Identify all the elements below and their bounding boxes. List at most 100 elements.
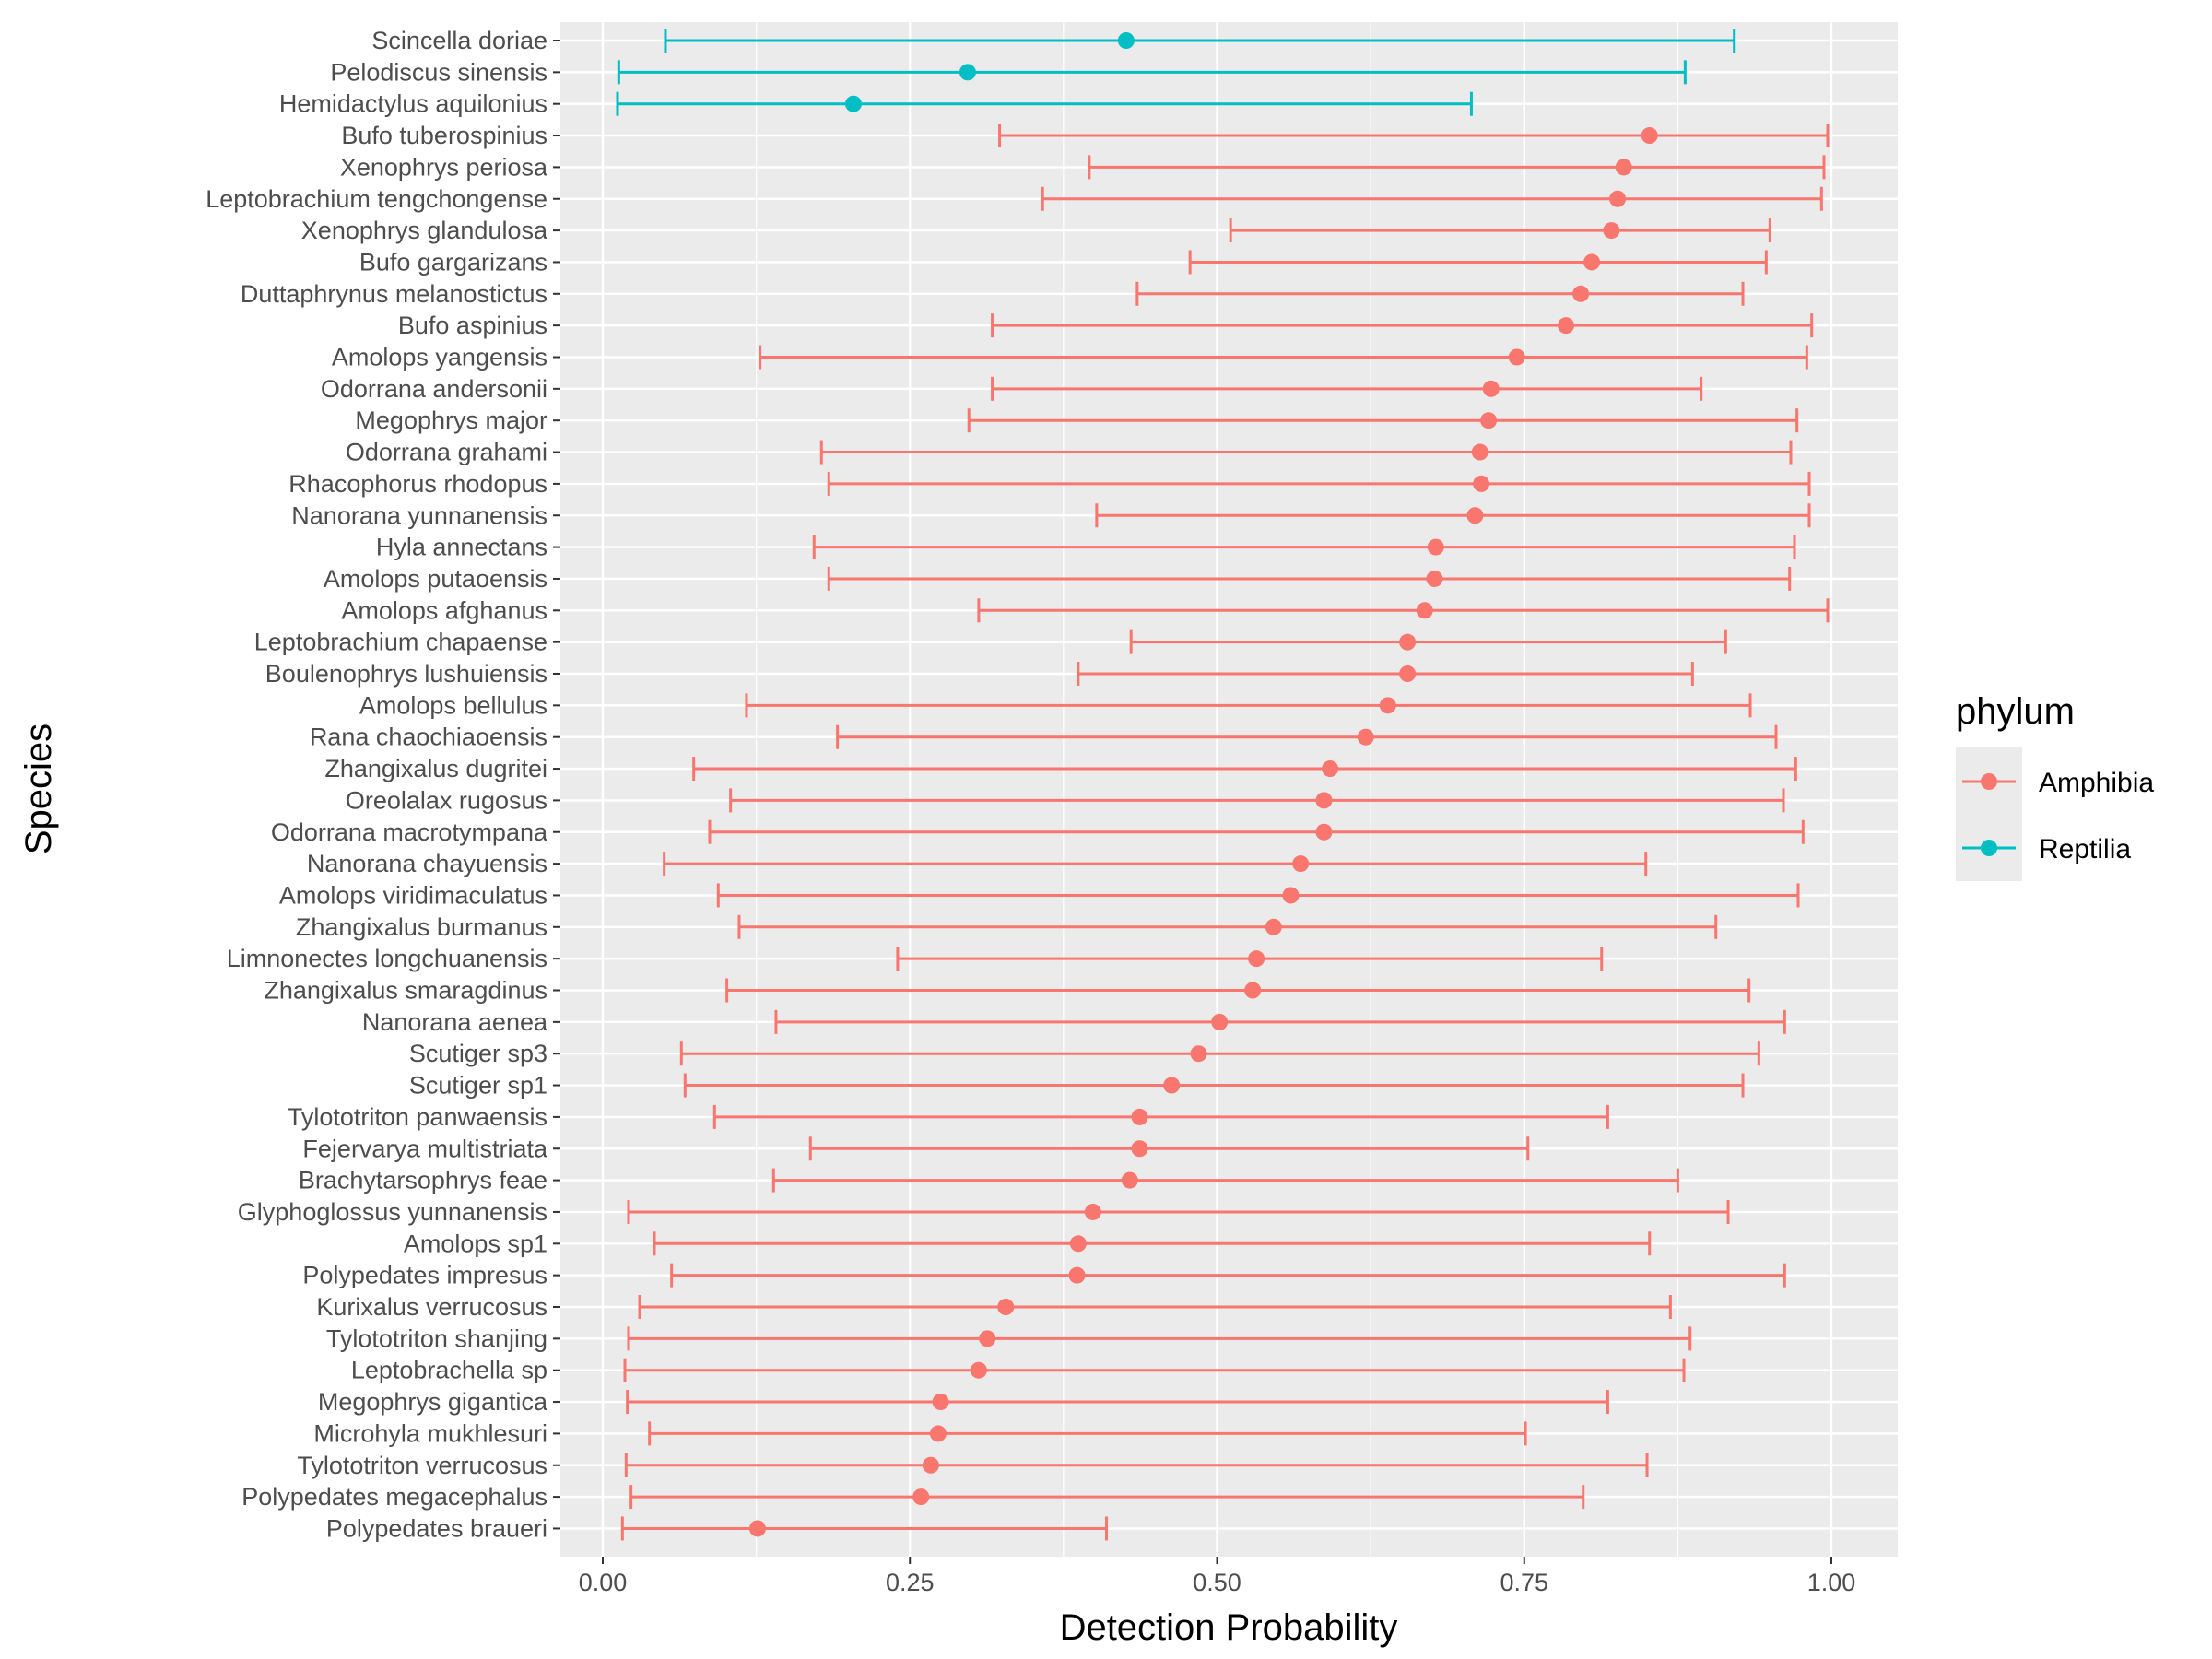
estimate-point xyxy=(1508,348,1525,366)
error-bar xyxy=(745,693,1752,718)
error-bar xyxy=(827,471,1811,496)
legend-key-point xyxy=(1981,773,1997,790)
x-axis-ticks: 0.00 0.25 0.50 0.75 1.00 xyxy=(579,1557,1856,1596)
estimate-point xyxy=(1473,475,1490,492)
estimate-point xyxy=(979,1330,996,1347)
error-bar xyxy=(998,124,1830,148)
error-bar xyxy=(812,535,1796,559)
error-bar xyxy=(617,60,1687,85)
legend-label: Reptilia xyxy=(2039,834,2131,865)
y-tick-label: Nanorana yunnanensis xyxy=(291,501,547,529)
estimate-point xyxy=(929,1425,947,1442)
x-tick-label: 1.00 xyxy=(1807,1569,1856,1596)
y-tick-label: Kurixalus verrucosus xyxy=(316,1293,547,1321)
y-tick-label: Duttaphrynus melanostictus xyxy=(241,280,547,308)
error-bar xyxy=(1129,629,1727,654)
y-tick-label: Brachytarsophrys feae xyxy=(299,1167,547,1194)
x-tick-label: 0.00 xyxy=(579,1569,628,1596)
y-tick-label: Bufo aspinius xyxy=(398,312,547,339)
y-tick-label: Nanorana chayuensis xyxy=(307,850,547,877)
estimate-point xyxy=(1482,380,1500,397)
estimate-point xyxy=(1163,1077,1181,1094)
legend-label: Amphibia xyxy=(2039,768,2154,798)
error-bar xyxy=(670,1263,1786,1288)
error-bar xyxy=(708,819,1805,844)
estimate-point xyxy=(1084,1203,1101,1220)
legend: phylum Amphibia Reptilia xyxy=(1956,691,2154,881)
y-tick-label: Amolops putaoensis xyxy=(324,565,547,593)
y-tick-label: Tylototriton shanjing xyxy=(326,1324,547,1352)
estimate-point xyxy=(1315,792,1333,809)
error-bars xyxy=(616,29,1830,1541)
y-tick-label: Polypedates megacephalus xyxy=(241,1483,547,1511)
legend-title: phylum xyxy=(1956,691,2075,732)
error-bar xyxy=(653,1231,1652,1256)
y-tick-label: Leptobrachium chapaense xyxy=(254,629,547,656)
error-bar xyxy=(725,978,1751,1003)
estimate-point xyxy=(970,1361,987,1379)
error-bar xyxy=(620,1516,1109,1541)
y-tick-label: Scutiger sp3 xyxy=(409,1040,547,1067)
y-tick-label: Scincella doriae xyxy=(371,27,547,54)
y-tick-label: Amolops bellulus xyxy=(359,691,547,719)
estimate-point xyxy=(1211,1013,1229,1030)
error-bar xyxy=(729,788,1785,813)
error-bar xyxy=(664,29,1736,53)
plot-background xyxy=(560,22,1898,1557)
legend-entries: Amphibia Reptilia xyxy=(1962,768,2154,865)
estimate-point xyxy=(1322,760,1339,778)
y-tick-label: Amolops afghanus xyxy=(341,596,547,624)
estimate-point xyxy=(1379,697,1396,714)
error-bar xyxy=(808,1136,1530,1161)
y-tick-label: Amolops sp1 xyxy=(404,1230,547,1257)
error-bar xyxy=(1135,281,1745,306)
y-tick-label: Zhangixalus smaragdinus xyxy=(264,977,547,1005)
estimate-point xyxy=(1615,159,1632,176)
estimate-point xyxy=(1131,1140,1148,1158)
y-tick-label: Leptobrachium tengchongense xyxy=(206,185,547,213)
error-bar xyxy=(991,376,1703,401)
y-tick-label: Megophrys major xyxy=(355,406,547,434)
estimate-point xyxy=(922,1456,939,1474)
estimate-point xyxy=(1480,412,1498,429)
estimate-point xyxy=(1248,950,1265,968)
y-tick-label: Megophrys gigantica xyxy=(318,1388,548,1416)
x-axis-title: Detection Probability xyxy=(1060,1607,1398,1648)
error-bar xyxy=(616,91,1473,116)
estimate-point xyxy=(1416,602,1433,619)
error-bar xyxy=(977,598,1830,623)
error-bar xyxy=(627,1199,1730,1224)
estimate-point xyxy=(1315,823,1333,841)
y-tick-label: Odorrana andersonii xyxy=(321,375,547,403)
error-bar xyxy=(836,724,1778,749)
error-bar xyxy=(759,345,1808,370)
estimate-point xyxy=(1357,728,1374,746)
y-tick-label: Microhyla mukhlesuri xyxy=(313,1419,547,1447)
y-tick-label: Fejervarya multistriata xyxy=(302,1135,548,1162)
y-tick-label: Polypedates impresus xyxy=(302,1262,547,1289)
y-tick-label: Xenophrys glandulosa xyxy=(301,217,548,244)
error-bar xyxy=(627,1326,1692,1351)
y-tick-label: Oreolalax rugosus xyxy=(346,786,547,814)
y-tick-label: Xenophrys periosa xyxy=(340,153,548,181)
estimate-point xyxy=(1641,127,1658,145)
error-bar xyxy=(1229,218,1771,243)
error-bar xyxy=(692,757,1797,782)
legend-key-point xyxy=(1981,840,1997,856)
y-tick-label: Boulenophrys lushuiensis xyxy=(265,660,547,688)
y-tick-label: Rana chaochiaoensis xyxy=(310,724,547,751)
error-bar xyxy=(1041,186,1823,211)
error-bar xyxy=(1095,503,1811,528)
y-axis-ticks: Scincella doriae Pelodiscus sinensis Hemid… xyxy=(206,27,560,1542)
y-tick-label: Leptobrachella sp xyxy=(351,1357,547,1384)
y-tick-label: Scutiger sp1 xyxy=(409,1072,547,1100)
x-tick-label: 0.25 xyxy=(886,1569,935,1596)
y-tick-label: Bufo gargarizans xyxy=(359,248,547,276)
x-tick-label: 0.75 xyxy=(1500,1569,1548,1596)
y-tick-label: Nanorana aenea xyxy=(362,1008,548,1036)
y-tick-label: Pelodiscus sinensis xyxy=(330,58,547,86)
error-bar xyxy=(774,1009,1786,1034)
y-tick-label: Bufo tuberospinius xyxy=(341,122,547,149)
error-bar xyxy=(623,1358,1686,1382)
error-bar xyxy=(626,1390,1609,1415)
